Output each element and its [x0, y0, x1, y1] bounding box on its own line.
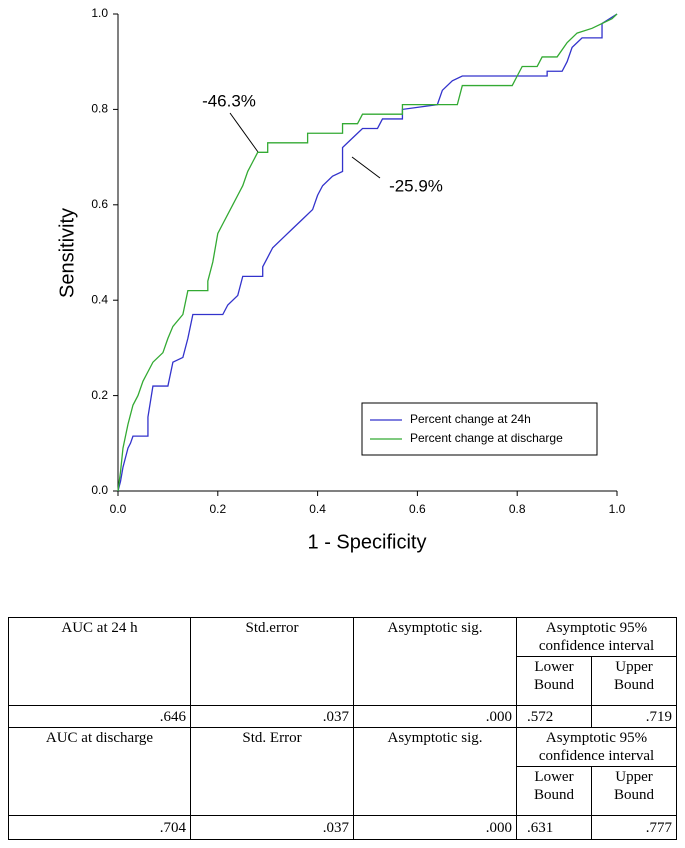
table-cell: Asymptotic 95% confidence interval [516, 617, 677, 657]
x-tick-label: 0.8 [509, 502, 526, 516]
x-tick-label: 0.4 [309, 502, 326, 516]
roc-curve [117, 13, 618, 492]
table-row: Lower Bound Upper Bound [9, 766, 677, 816]
table-cell: .037 [190, 815, 354, 840]
table-cell: Lower Bound [516, 656, 592, 706]
annotation: -46.3% [202, 91, 256, 110]
table-cell: .646 [8, 705, 191, 728]
table-cell: Asymptotic sig. [353, 617, 517, 706]
table-cell: Asymptotic sig. [353, 727, 517, 816]
leader-line [351, 156, 381, 179]
y-tick-label: 1.0 [91, 6, 108, 20]
leader-line [229, 112, 259, 153]
x-tick-label: 0.6 [409, 502, 426, 516]
table-cell: .704 [8, 815, 191, 840]
table-cell: AUC at 24 h [8, 617, 191, 706]
stats-table: AUC at 24 h Std.error Asymptotic sig. Asymp… [8, 617, 677, 840]
y-tick-label: 0.2 [91, 388, 108, 402]
table-cell: .777 [591, 815, 677, 840]
table-row: Lower Bound Upper Bound [9, 656, 677, 706]
table-row: .646.037.000.572.719 [8, 705, 677, 728]
table-cell: .037 [190, 705, 354, 728]
chart: 1 - Specificity Sensitivity -46.3% -25.9… [56, 6, 626, 553]
annotation: -25.9% [389, 176, 443, 195]
table-cell: .000 [353, 705, 517, 728]
x-tick-label: 0.2 [209, 502, 226, 516]
y-tick-label: 0.0 [91, 483, 108, 497]
y-tick-label: 0.4 [91, 292, 108, 306]
legend-label: Percent change at discharge [410, 431, 563, 445]
table-cell: AUC at discharge [8, 727, 191, 816]
x-tick-label: 1.0 [609, 502, 626, 516]
table-cell: Std.error [190, 617, 354, 706]
table-cell: Upper Bound [591, 656, 677, 706]
table-cell: Lower Bound [516, 766, 592, 816]
table-cell: .572 [516, 705, 592, 728]
roc-curve [117, 13, 618, 492]
table-cell: Asymptotic 95% confidence interval [516, 727, 677, 767]
y-tick-label: 0.6 [91, 197, 108, 211]
x-tick-label: 0.0 [110, 502, 127, 516]
table-cell: .719 [591, 705, 677, 728]
x-axis-label: 1 - Specificity [308, 531, 427, 553]
table-cell: .000 [353, 815, 517, 840]
table-cell: Std. Error [190, 727, 354, 816]
table-row: AUC at discharge Std. Error Asymptotic sig… [8, 727, 677, 816]
table-row: AUC at 24 h Std.error Asymptotic sig. Asymp… [8, 617, 677, 706]
y-axis-label: Sensitivity [56, 208, 78, 298]
y-tick-label: 0.8 [91, 102, 108, 116]
table-row: .704.037.000.631.777 [8, 815, 677, 840]
legend-box [361, 402, 598, 456]
table-cell: .631 [516, 815, 592, 840]
table-cell: Upper Bound [591, 766, 677, 816]
legend-label: Percent change at 24h [410, 412, 531, 426]
